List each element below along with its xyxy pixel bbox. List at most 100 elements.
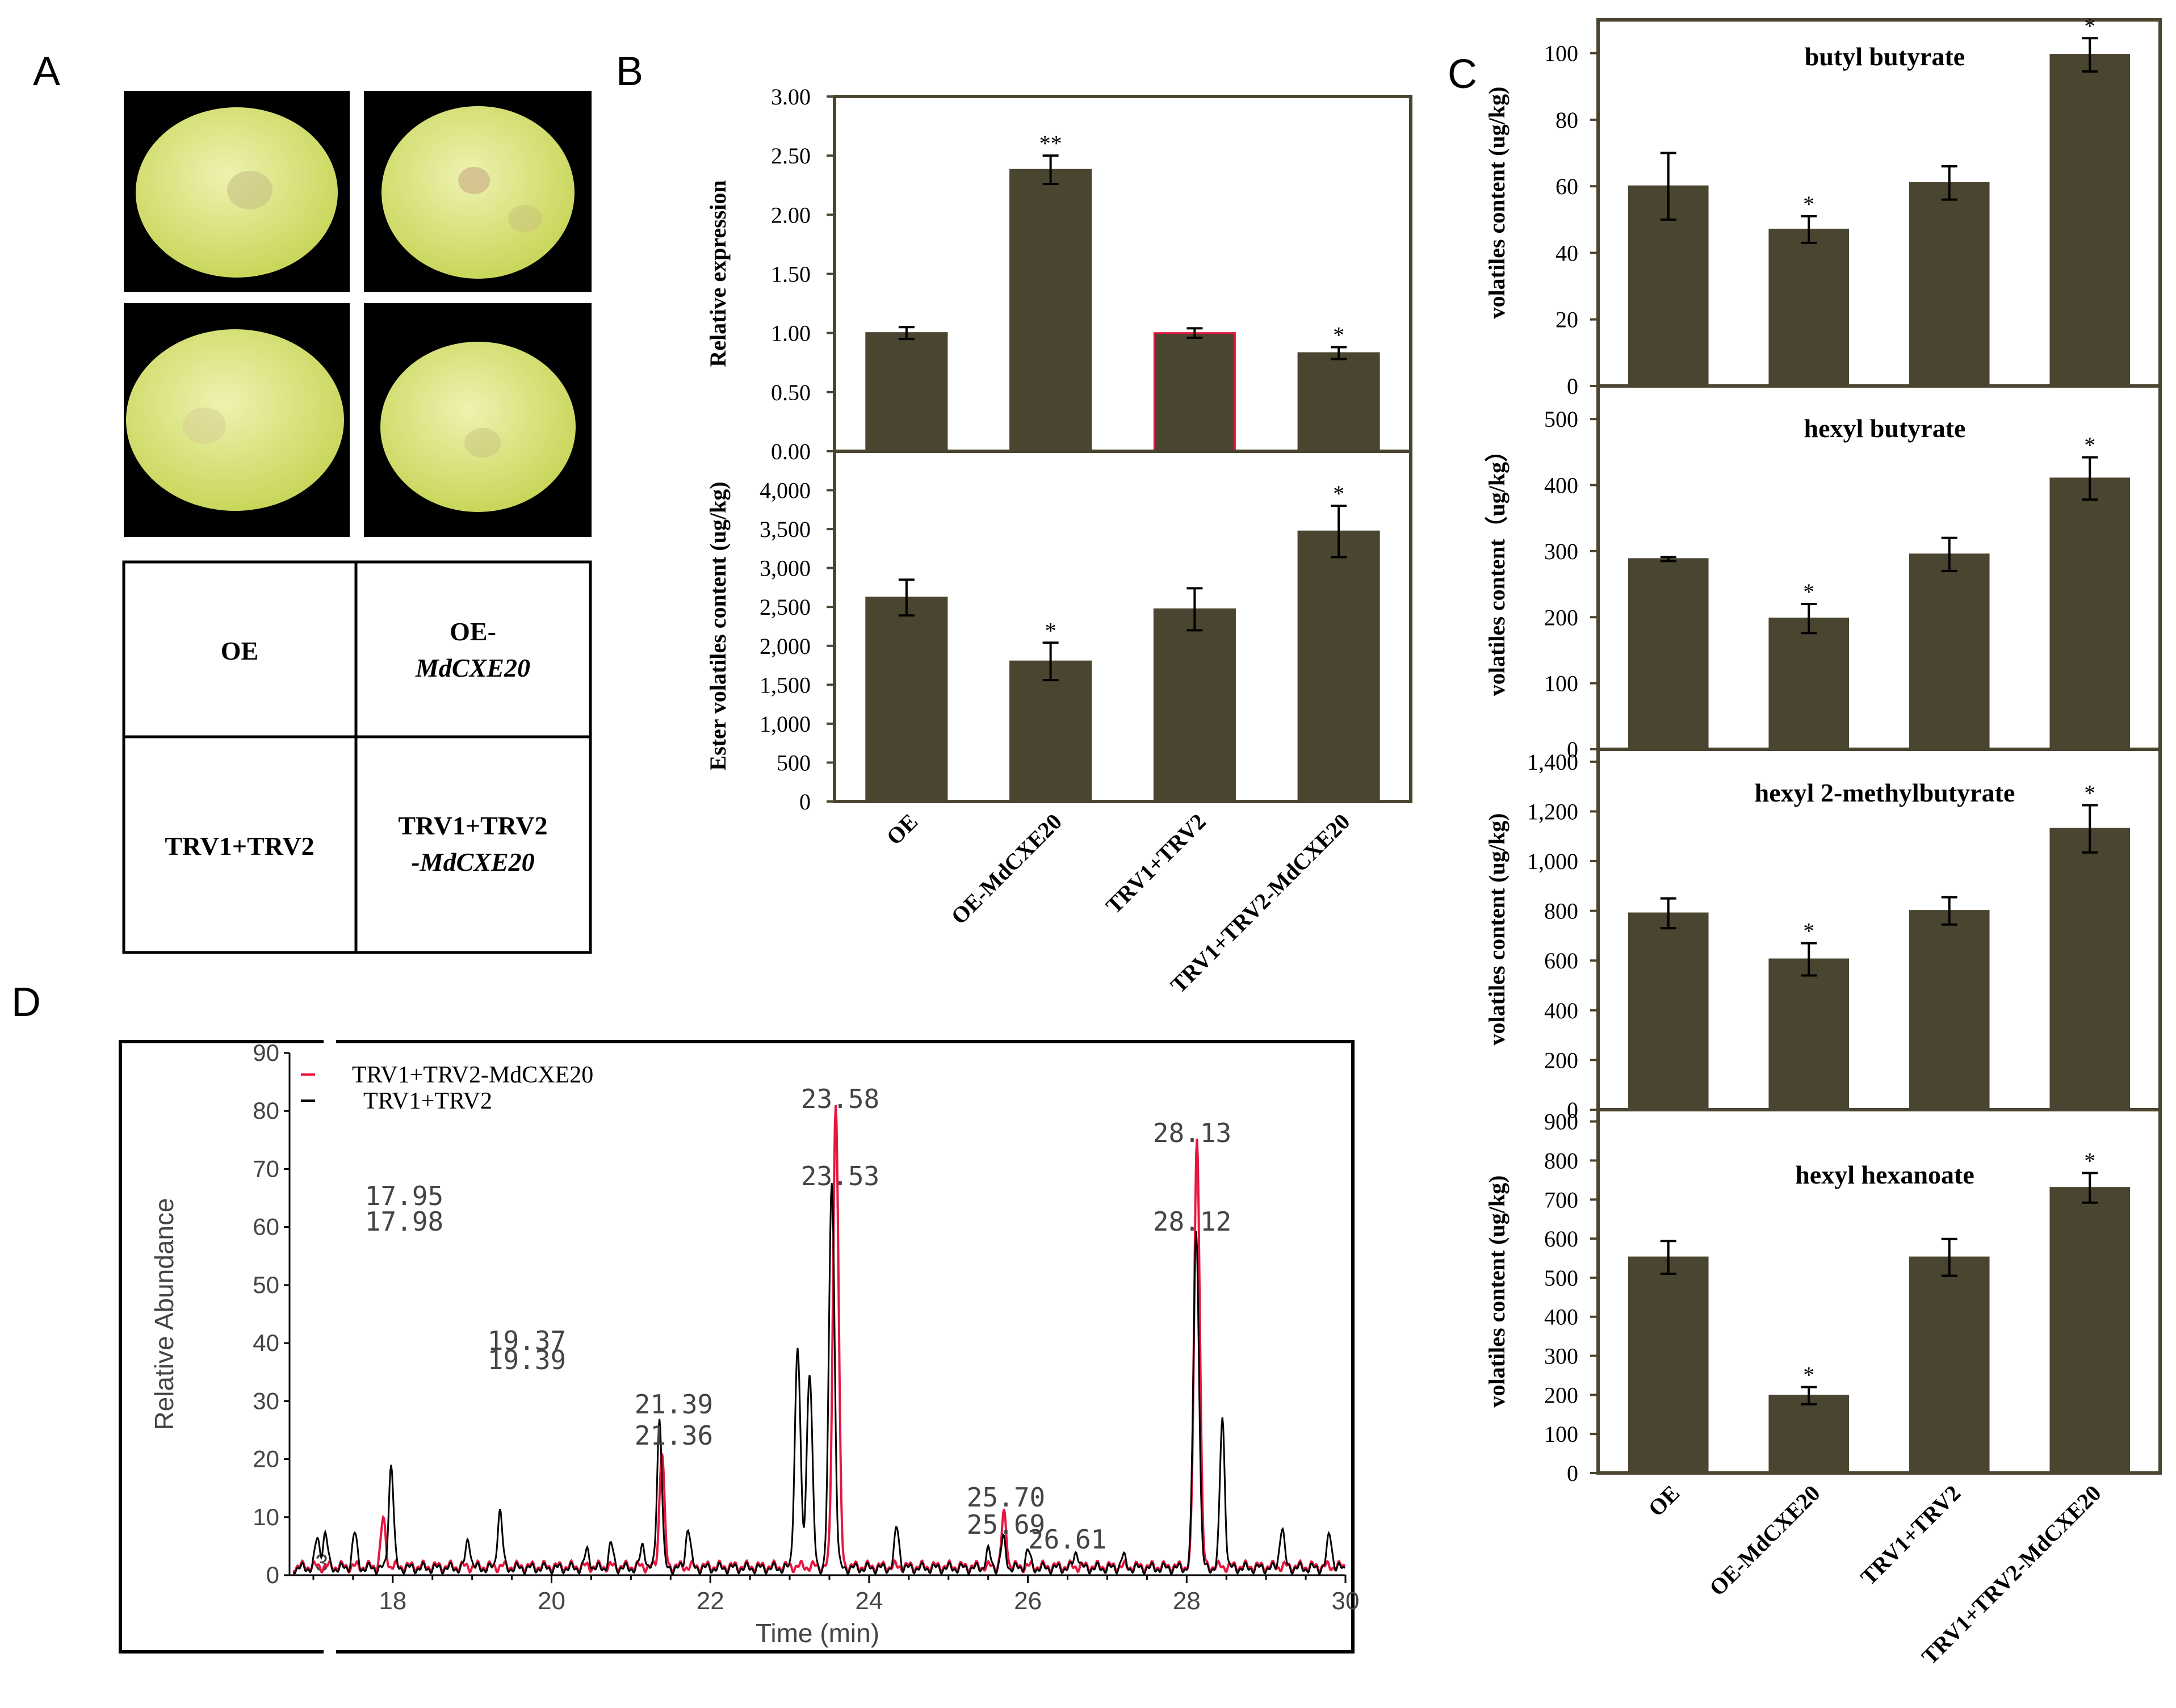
y-tick-label: 1.50 bbox=[771, 262, 811, 287]
chart-relative-expression: 0.00 0.50 1.00 1.50 2.00 2.50 3.00 Relative exp… bbox=[705, 84, 1412, 464]
y-tick-label: 0.00 bbox=[771, 439, 811, 464]
y-tick-label: 400 bbox=[1544, 1304, 1578, 1330]
y-tick-label: 3,000 bbox=[760, 556, 811, 581]
chart-title: hexyl hexanoate bbox=[1795, 1160, 1974, 1189]
bar bbox=[2049, 828, 2131, 1111]
table-cell-oe-mdcxe20-line1: OE- bbox=[450, 617, 496, 646]
significance-marker: * bbox=[1803, 1362, 1814, 1388]
y-tick-label: 200 bbox=[1544, 1382, 1578, 1408]
bar bbox=[1909, 910, 1990, 1111]
y-tick-label: 1,500 bbox=[760, 672, 811, 698]
peak-label: 19.37 bbox=[488, 1325, 566, 1356]
y-tick-label: 1,000 bbox=[1527, 849, 1578, 874]
x-tick-label: 28 bbox=[1173, 1587, 1201, 1615]
y-tick-label: 3.00 bbox=[771, 84, 811, 110]
significance-marker: * bbox=[2084, 780, 2095, 806]
frame-gap bbox=[324, 1036, 336, 1657]
y-tick-label: 400 bbox=[1544, 473, 1578, 498]
significance-marker: * bbox=[1045, 618, 1056, 643]
y-tick-label: 0 bbox=[1567, 1097, 1578, 1123]
y-tick-label: 600 bbox=[1544, 948, 1578, 973]
peak-label: 28.13 bbox=[1153, 1118, 1231, 1148]
x-axis-label: Time (min) bbox=[756, 1618, 879, 1648]
y-tick-label: 0.50 bbox=[771, 380, 811, 405]
bar bbox=[1297, 530, 1380, 803]
significance-marker: * bbox=[1803, 918, 1814, 944]
apple-photo-3 bbox=[124, 303, 350, 537]
y-tick-label: 60 bbox=[253, 1214, 279, 1240]
plot-frame bbox=[833, 450, 1412, 803]
y-axis-label: volatiles content (ug/kg) bbox=[1484, 1176, 1510, 1408]
y-tick-label: 20 bbox=[253, 1446, 279, 1472]
peak-label: 25.70 bbox=[967, 1482, 1045, 1513]
y-tick-label: 200 bbox=[1544, 1047, 1578, 1073]
chart-title: hexyl 2-methylbutyrate bbox=[1755, 778, 2015, 807]
y-tick-label: 600 bbox=[1544, 1226, 1578, 1252]
y-tick-label: 800 bbox=[1544, 1148, 1578, 1173]
plot-frame bbox=[1596, 1108, 2162, 1475]
bar bbox=[865, 597, 948, 803]
y-axis-label: volatiles content（ug/kg） bbox=[1484, 439, 1510, 696]
y-tick-label: 200 bbox=[1544, 605, 1578, 630]
y-tick-label: 1.00 bbox=[771, 321, 811, 346]
y-tick-label: 2,000 bbox=[760, 633, 811, 659]
y-tick-label: 10 bbox=[253, 1504, 279, 1530]
bar bbox=[865, 332, 948, 452]
bar bbox=[1909, 182, 1990, 387]
y-tick-label: 70 bbox=[253, 1155, 279, 1182]
chart-title: butyl butyrate bbox=[1805, 42, 1965, 71]
y-axis-label: Ester volatiles content (ug/kg) bbox=[705, 481, 731, 770]
panel-label-a: A bbox=[33, 49, 60, 94]
bar bbox=[1768, 1395, 1850, 1474]
y-axis-label: Relative Abundance bbox=[149, 1198, 179, 1430]
y-tick-label: 4,000 bbox=[760, 478, 811, 503]
trace-trv1-trv2 bbox=[292, 1183, 1345, 1576]
outer-frame bbox=[119, 1040, 1355, 1654]
significance-marker: * bbox=[1803, 579, 1814, 605]
panel-label-c: C bbox=[1448, 52, 1477, 97]
table-cell-trv-mdcxe20-line1: TRV1+TRV2 bbox=[398, 811, 547, 840]
y-tick-label: 3,500 bbox=[760, 517, 811, 542]
significance-marker: * bbox=[1333, 481, 1344, 506]
bar bbox=[1009, 660, 1092, 803]
x-tick-label: 18 bbox=[379, 1587, 406, 1615]
bar bbox=[1628, 1256, 1709, 1474]
x-tick-label: 26 bbox=[1014, 1587, 1042, 1615]
bar bbox=[1909, 553, 1990, 750]
y-tick-label: 60 bbox=[1556, 174, 1578, 199]
y-tick-label: 0 bbox=[1567, 1461, 1578, 1486]
bar bbox=[1909, 1256, 1990, 1474]
chart-hexyl-2-methylbutyrate: 0 200 400 600 800 1,000 1,200 1,400 volatiles co… bbox=[1484, 748, 2162, 1123]
bar bbox=[1768, 958, 1850, 1111]
y-tick-label: 2.50 bbox=[771, 143, 811, 169]
y-tick-label: 40 bbox=[253, 1329, 279, 1356]
panel-label-d: D bbox=[11, 980, 41, 1025]
peak-label: 25.69 bbox=[967, 1509, 1045, 1540]
y-tick-label: 1,400 bbox=[1527, 749, 1578, 775]
y-tick-label: 700 bbox=[1544, 1187, 1578, 1212]
y-tick-label: 500 bbox=[777, 750, 811, 775]
y-tick-label: 800 bbox=[1544, 899, 1578, 924]
y-tick-label: 100 bbox=[1544, 41, 1578, 66]
y-tick-label: 2.00 bbox=[771, 202, 811, 228]
peak-label: 23.58 bbox=[801, 1084, 879, 1114]
bar bbox=[1768, 618, 1850, 750]
x-tick-label: 24 bbox=[855, 1587, 883, 1615]
chart-chromatogram: 0 10 20 30 40 50 60 70 80 90 18 20 22 24 26 28 30 3 Time (… bbox=[119, 1036, 1359, 1657]
y-tick-label: 2,500 bbox=[760, 594, 811, 620]
axis-start-label: 3 bbox=[315, 1549, 328, 1576]
bar bbox=[1297, 352, 1380, 452]
bar bbox=[2049, 477, 2131, 750]
y-tick-label: 100 bbox=[1544, 671, 1578, 696]
significance-marker: * bbox=[2084, 1148, 2095, 1173]
significance-marker: * bbox=[1803, 191, 1814, 217]
peak-label: 21.39 bbox=[635, 1389, 713, 1420]
y-tick-label: 500 bbox=[1544, 1265, 1578, 1291]
apple-photo-4 bbox=[364, 303, 592, 537]
bar bbox=[1628, 558, 1709, 750]
table-cell-oe-mdcxe20-line2: MdCXE20 bbox=[415, 653, 530, 682]
bar bbox=[2049, 54, 2131, 387]
y-tick-label: 100 bbox=[1544, 1421, 1578, 1447]
table-cell-trv-mdcxe20-line2: -MdCXE20 bbox=[411, 847, 534, 876]
